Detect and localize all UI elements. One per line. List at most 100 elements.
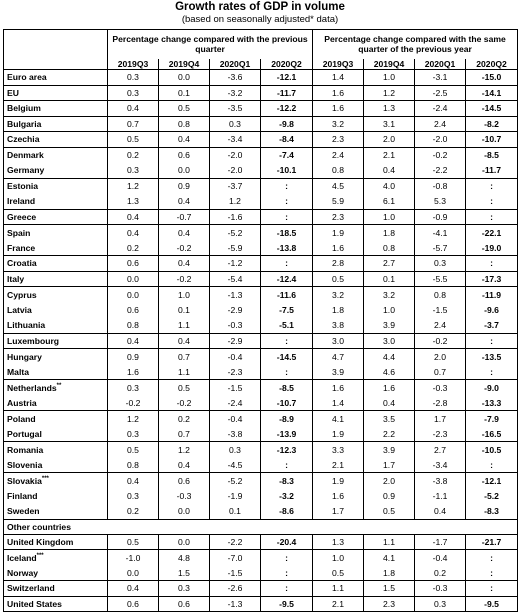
yoy-cell: -19.0 [465, 240, 518, 256]
yoy-cell: -10.7 [465, 131, 518, 147]
yoy-cell: : [465, 193, 518, 209]
qoq-cell: : [259, 549, 313, 565]
qoq-cell: -1.3 [209, 286, 261, 302]
table-row: Sweden 0.2 0.0 0.1 -8.6 1.7 0.5 0.4 -8.3 [4, 503, 518, 520]
yoy-cell: -3.8 [414, 472, 466, 488]
table-row: EU 0.3 0.1 -3.2 -11.7 1.6 1.2 -2.5 -14.1 [3, 84, 518, 101]
qoq-cell: -5.1 [259, 317, 313, 333]
qoq-cell: -3.6 [209, 69, 261, 85]
country-name: Portugal [4, 426, 108, 442]
table-row: Cyprus 0.0 1.0 -1.3 -11.6 3.2 3.2 0.8 -11.9 [3, 286, 518, 302]
yoy-cell: -9.6 [465, 302, 518, 318]
qoq-cell: 0.3 [107, 162, 159, 178]
qoq-cell: 0.9 [107, 348, 159, 364]
qoq-cell: 0.8 [158, 115, 210, 132]
page-subtitle: (based on seasonally adjusted* data) [181, 14, 339, 25]
qoq-cell: 0.0 [107, 270, 159, 287]
yoy-cell: 1.4 [312, 395, 364, 411]
yoy-cell: 1.7 [312, 503, 364, 519]
yoy-cell: 2.8 [312, 255, 364, 271]
country-label: Iceland [7, 552, 37, 563]
yoy-cell: -13.3 [465, 395, 518, 411]
yoy-cell: : [465, 208, 518, 225]
qoq-cell: -5.4 [209, 270, 261, 287]
yoy-cell: 1.9 [312, 472, 364, 488]
qoq-cell: -1.9 [209, 488, 261, 504]
yoy-cell: 3.9 [363, 317, 415, 333]
yoy-cell: 0.5 [363, 503, 415, 519]
qoq-cell: 0.0 [158, 162, 210, 178]
qoq-cell: -7.5 [259, 302, 313, 318]
yoy-cell: 3.3 [312, 441, 364, 457]
country-label: United Kingdom [7, 536, 74, 547]
qoq-cell: 0.0 [158, 503, 210, 519]
yoy-cell: 0.3 [414, 595, 466, 612]
yoy-cell: -15.0 [465, 69, 518, 85]
yoy-cell: 4.1 [312, 410, 364, 426]
yoy-cell: -2.2 [414, 162, 466, 178]
country-name: Sweden [4, 504, 108, 520]
yoy-cell: 0.1 [363, 270, 415, 287]
qoq-cell: : [259, 177, 313, 194]
col-header-qoq-q2: 2019Q4 [158, 58, 210, 70]
yoy-cell: -11.9 [465, 286, 518, 302]
yoy-cell: 0.3 [414, 255, 466, 271]
col-header-qoq-q3: 2020Q1 [209, 58, 261, 70]
qoq-cell: 1.2 [107, 410, 159, 426]
qoq-cell: : [259, 565, 313, 581]
qoq-cell: 0.3 [107, 426, 159, 442]
yoy-cell: : [465, 549, 518, 565]
qoq-cell: -12.2 [259, 100, 313, 116]
yoy-cell: 0.5 [312, 270, 364, 287]
corner-cell [4, 30, 108, 59]
table-row: Luxembourg 0.4 0.4 -2.9:3.0 3.0 -0.2: [3, 332, 518, 349]
yoy-cell: -16.5 [465, 426, 518, 442]
table-row: Belgium 0.4 0.5 -3.5 -12.2 1.6 1.3 -2.4 -14.5 [3, 100, 518, 116]
yoy-cell: : [465, 177, 518, 194]
qoq-cell: -20.4 [259, 534, 313, 550]
table-row: Norway 0.0 1.5 -1.5:0.5 1.8 0.2: [4, 565, 518, 581]
yoy-cell: 1.7 [414, 410, 466, 426]
yoy-cell: : [465, 364, 518, 380]
qoq-cell: 0.4 [158, 255, 210, 271]
table-row: Switzerland 0.4 0.3 -2.6:1.1 1.5 -0.3: [3, 580, 518, 596]
qoq-cell: -8.4 [259, 131, 313, 147]
yoy-cell: 6.1 [363, 193, 415, 209]
yoy-cell: -14.1 [465, 84, 518, 101]
country-label: Euro area [7, 72, 47, 83]
table-row: Lithuania 0.8 1.1 -0.3 -5.1 3.8 3.9 2.4 -3.7 [4, 317, 518, 333]
qoq-cell: : [259, 457, 313, 473]
yoy-cell: 1.9 [312, 426, 364, 442]
qoq-cell: : [259, 580, 313, 596]
table-row: United Kingdom 0.5 0.0 -2.2 -20.4 1.3 1.1 -1.7-… [4, 534, 518, 550]
yoy-cell: -5.7 [414, 240, 466, 256]
qoq-cell: -12.4 [259, 270, 313, 287]
qoq-cell: 0.6 [158, 146, 210, 163]
section-row-other-countries: Other countries [3, 518, 518, 535]
yoy-cell: 2.2 [363, 426, 415, 442]
country-name: Poland [3, 410, 108, 426]
yoy-cell: 1.9 [312, 224, 364, 240]
qoq-cell: 0.9 [158, 177, 210, 194]
country-name: France [4, 240, 108, 256]
table-row: United States 0.6 0.6 -1.3 -9.5 2.1 2.3 0.3 -9.5 [3, 595, 518, 612]
yoy-cell: 0.2 [414, 565, 466, 581]
qoq-cell: 1.3 [107, 193, 159, 209]
qoq-cell: : [259, 364, 313, 380]
yoy-cell: -2.5 [414, 84, 466, 101]
title-block: Growth rates of GDP in volume (based on … [0, 0, 520, 28]
country-label: Lithuania [7, 320, 46, 330]
country-name: Luxembourg [3, 332, 108, 349]
qoq-cell: -1.2 [209, 255, 261, 271]
qoq-cell: -1.5 [209, 379, 261, 395]
table-row: Estonia 1.2 0.9 -3.7:4.5 4.0 -0.8: [3, 177, 518, 194]
country-name: Estonia [3, 177, 108, 194]
yoy-cell: 4.4 [363, 348, 415, 364]
yoy-cell: 3.2 [363, 286, 415, 302]
qoq-cell: 0.6 [107, 255, 159, 271]
country-name: Germany [4, 163, 108, 179]
table-row: Netherlands** 0.3 0.5 -1.5 -8.5 1.6 1.6 -0.3 -9.… [3, 379, 518, 395]
qoq-cell: 0.3 [107, 69, 159, 85]
qoq-cell: 0.4 [107, 472, 159, 488]
yoy-cell: -11.7 [465, 162, 518, 178]
